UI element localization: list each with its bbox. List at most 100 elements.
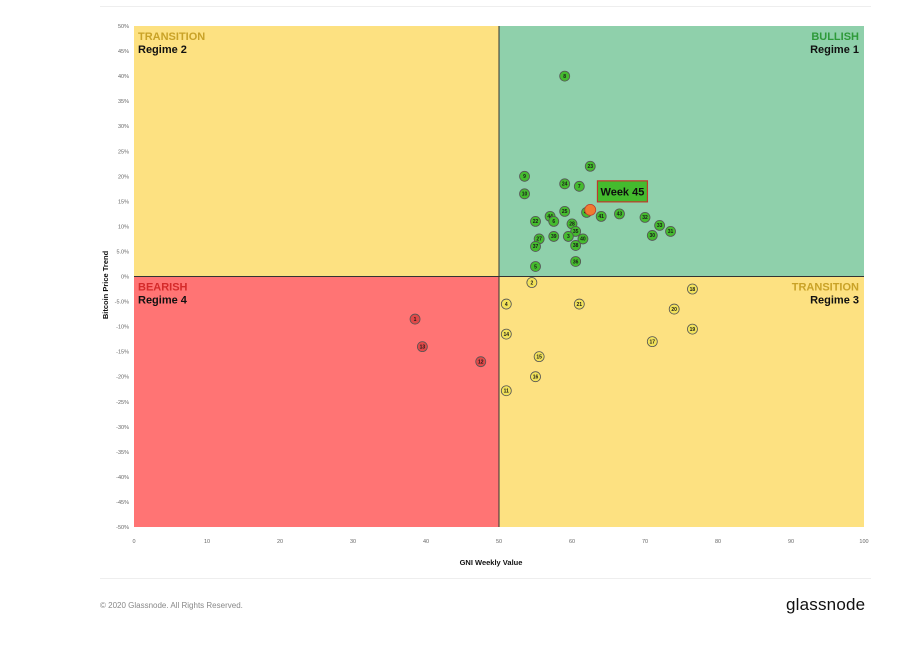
glassnode-logo[interactable]: glassnode	[786, 595, 866, 614]
data-point-marker	[548, 231, 560, 242]
y-tick-label: -25%	[116, 400, 129, 406]
data-point-marker	[533, 351, 545, 363]
data-point: 13	[416, 341, 428, 353]
quadrant-top-left	[134, 26, 499, 277]
data-point: 31	[665, 226, 676, 237]
data-point: 15	[533, 351, 545, 363]
data-point-label: 3	[567, 234, 570, 240]
quadrant-regime-bottom-right: Regime 3	[810, 295, 859, 307]
y-tick-label: -40%	[116, 475, 129, 481]
data-point: 36	[570, 256, 582, 267]
data-point-label: 44	[547, 214, 553, 220]
y-tick-label: 20%	[118, 174, 129, 180]
data-point: 22	[530, 215, 541, 227]
y-tick-label: 0%	[121, 275, 129, 281]
data-point: 25	[559, 205, 571, 217]
data-point-label: 35	[573, 229, 579, 235]
data-point-marker	[687, 283, 698, 295]
data-point-marker	[559, 70, 571, 82]
data-point-label: 9	[523, 174, 526, 180]
data-points: 8 23 9 24 7 10 25 4 2 44 41 43 32 22 6 28 33 35 31 30 27 39 3 4…	[409, 70, 698, 397]
data-point-marker	[646, 336, 658, 348]
data-point-label: 11	[504, 389, 510, 395]
data-point: 24	[559, 178, 571, 190]
data-point-marker	[519, 170, 530, 182]
data-point: 5	[530, 261, 541, 272]
data-point-label: 13	[420, 344, 426, 350]
quadrant-bottom-right	[499, 276, 864, 527]
quadrant-label-top-right: BULLISH	[811, 31, 859, 43]
data-point-label: 7	[578, 184, 581, 190]
data-point: 38	[570, 240, 582, 251]
data-point-label: 32	[642, 215, 648, 221]
data-point: 37	[530, 241, 541, 252]
data-point-label: 31	[668, 229, 674, 235]
data-point-marker	[665, 226, 676, 237]
data-point: 30	[646, 230, 658, 241]
data-point: 7	[573, 180, 585, 192]
data-point-marker	[668, 303, 680, 315]
y-tick-label: -5.0%	[115, 300, 129, 306]
y-tick-label: -20%	[116, 375, 129, 381]
data-point-label: 19	[690, 327, 696, 333]
data-point-marker	[500, 298, 512, 310]
data-point-marker	[559, 205, 571, 217]
data-point-label: 36	[573, 259, 579, 265]
y-tick-label: 5.0%	[116, 249, 129, 255]
y-tick-label: 40%	[118, 74, 129, 80]
x-tick-label: 70	[642, 539, 648, 545]
quadrant-regime-top-left: Regime 2	[138, 44, 187, 56]
data-point-marker	[584, 160, 596, 172]
data-point-label: 43	[617, 212, 623, 218]
data-point-label: 40	[580, 237, 586, 243]
quadrant-backgrounds	[134, 26, 864, 527]
data-point: 39	[548, 231, 560, 242]
data-point-marker	[584, 203, 597, 216]
data-point: 35	[570, 226, 582, 237]
y-tick-label: -45%	[116, 500, 129, 506]
x-tick-label: 30	[350, 539, 356, 545]
y-tick-label: 50%	[118, 24, 129, 30]
data-point-label: 27	[536, 237, 542, 243]
data-point: 6	[548, 215, 560, 227]
data-point: 14	[500, 328, 512, 340]
data-point-label: 28	[569, 222, 575, 228]
data-point-marker	[530, 241, 541, 252]
data-point: 41	[595, 210, 607, 222]
quadrant-label-bottom-right: TRANSITION	[792, 282, 859, 294]
x-axis-ticks: 0 10 20 30 40 50 60 70 80 90 100	[132, 539, 868, 545]
data-point-marker	[639, 211, 651, 223]
data-point-marker	[416, 341, 428, 353]
data-point-marker	[475, 356, 487, 368]
data-point-label: 22	[533, 219, 539, 225]
data-point: 12	[475, 356, 487, 368]
data-point-label: 6	[552, 219, 555, 225]
data-point: 17	[646, 336, 658, 348]
data-point-label: 33	[657, 223, 663, 229]
data-point-marker	[559, 178, 571, 190]
data-point-label: 38	[573, 243, 579, 249]
data-point: 32	[639, 211, 651, 223]
data-point-label: 15	[536, 354, 542, 360]
data-point-label: 4	[505, 302, 508, 308]
quadrant-regime-top-right: Regime 1	[810, 44, 859, 56]
x-tick-label: 40	[423, 539, 429, 545]
data-point: 4	[500, 298, 512, 310]
data-point: 11	[500, 385, 512, 397]
data-point-label: 17	[650, 339, 656, 345]
data-point: 8	[559, 70, 571, 82]
data-point-label: 8	[563, 74, 566, 80]
data-point: 10	[519, 188, 530, 200]
data-point-label: 39	[551, 234, 557, 240]
data-point-label: 30	[650, 233, 656, 239]
y-tick-label: -35%	[116, 450, 129, 456]
y-tick-label: 25%	[118, 149, 129, 155]
data-point: 3	[562, 231, 574, 242]
data-point-marker	[573, 180, 585, 192]
data-point-marker	[548, 215, 560, 227]
y-tick-label: 45%	[118, 49, 129, 55]
data-point-marker	[500, 328, 512, 340]
data-point-marker	[573, 298, 585, 310]
data-point-marker	[409, 313, 421, 325]
